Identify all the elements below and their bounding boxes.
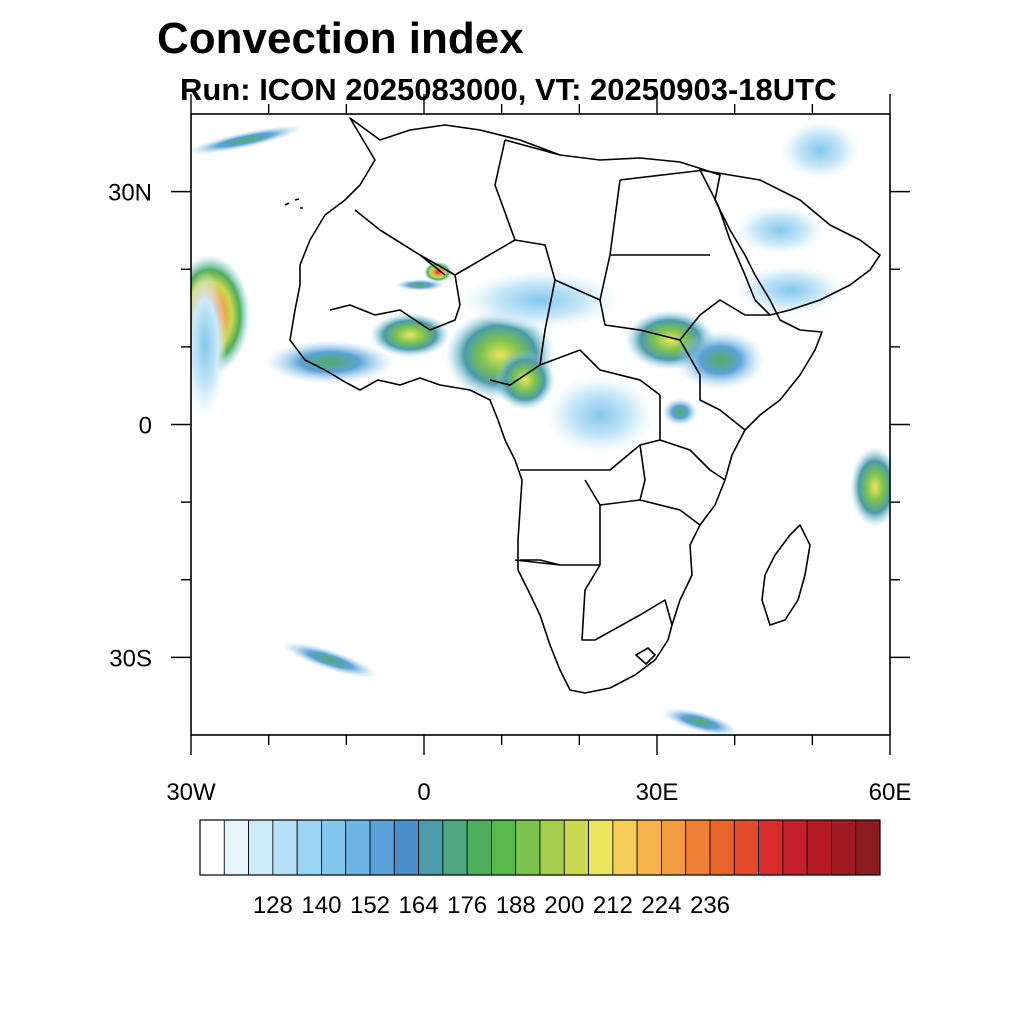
y-tick-label: 0 — [139, 413, 152, 440]
colorbar-swatch — [515, 819, 541, 876]
colorbar-swatch — [248, 819, 274, 876]
colorbar-swatch — [709, 819, 735, 876]
congo-scatter — [545, 375, 655, 455]
guinea-band — [370, 313, 450, 357]
colorbar-swatch — [466, 819, 492, 876]
y-tick-label: 30S — [109, 645, 152, 672]
cameroon-core — [495, 350, 555, 410]
x-tick-label: 60E — [869, 779, 912, 806]
southern-ocean-band — [661, 707, 739, 735]
colorbar-swatch — [758, 819, 784, 876]
west-africa-band — [265, 340, 395, 384]
colorbar-swatch — [418, 819, 444, 876]
africa-coastline — [289, 117, 823, 694]
colorbar-swatch — [199, 819, 225, 876]
sahara-hotspot — [424, 262, 452, 282]
colorbar-swatch — [733, 819, 759, 876]
colorbar-swatch — [855, 819, 881, 876]
madagascar-east-cell — [850, 447, 890, 527]
madagascar-coastline — [761, 524, 811, 626]
x-tick-label: 30E — [636, 779, 679, 806]
colorbar-tick-label: 152 — [350, 892, 390, 919]
colorbar-swatch — [369, 819, 395, 876]
arabia-coastline — [699, 169, 881, 316]
colorbar-swatch — [782, 819, 808, 876]
colorbar-frame — [199, 819, 881, 876]
colorbar-swatch — [636, 819, 662, 876]
colorbar-tick-label: 188 — [496, 892, 536, 919]
x-tick-label: 0 — [417, 779, 430, 806]
sahara-streak — [395, 279, 445, 291]
colorbar-swatch — [588, 819, 614, 876]
colorbar-swatch — [223, 819, 249, 876]
arabia-band — [735, 265, 845, 315]
south-atlantic-band — [282, 641, 378, 679]
y-tick-label: 30N — [108, 180, 152, 207]
y-axis: 30N 0 30S — [108, 180, 910, 672]
chart-subtitle: Run: ICON 2025083000, VT: 20250903-18UTC — [180, 72, 837, 107]
lake-victoria-cell — [662, 398, 698, 426]
colorbar-tick-label: 164 — [399, 892, 439, 919]
colorbar-swatch — [661, 819, 687, 876]
north-corner — [780, 120, 860, 180]
colorbar-swatch — [296, 819, 322, 876]
atlantic-streak — [191, 125, 304, 155]
colorbar-tick-label: 140 — [301, 892, 341, 919]
arabia-north — [735, 205, 825, 255]
colorbar-tick-label: 212 — [593, 892, 633, 919]
chart-title: Convection index — [157, 14, 524, 63]
colorbar-swatch — [442, 819, 468, 876]
convection-shading — [191, 120, 890, 735]
x-axis: 30W 0 30E 60E — [166, 94, 911, 806]
coastlines-borders — [284, 117, 881, 694]
border-lines — [329, 139, 770, 641]
ethiopia-band — [675, 330, 765, 390]
colorbar-swatch — [539, 819, 565, 876]
colorbar-tick-label: 224 — [641, 892, 681, 919]
colorbar-tick-label: 176 — [447, 892, 487, 919]
colorbar-swatch — [272, 819, 298, 876]
colorbar-swatch — [612, 819, 638, 876]
colorbar-swatch — [491, 819, 517, 876]
colorbar-tick-label: 128 — [253, 892, 293, 919]
colorbar-swatch — [321, 819, 347, 876]
canary-islands — [284, 198, 303, 209]
chad-band — [460, 270, 620, 330]
colorbar-swatch — [831, 819, 857, 876]
cyclone-outer-band — [191, 270, 227, 420]
colorbar: 128 140 152 164 176 188 200 212 224 236 — [199, 819, 881, 919]
colorbar-swatch — [563, 819, 589, 876]
colorbar-swatch — [345, 819, 371, 876]
colorbar-swatch — [393, 819, 419, 876]
colorbar-swatch — [685, 819, 711, 876]
lesotho-border — [635, 647, 656, 665]
colorbar-tick-label: 236 — [690, 892, 730, 919]
colorbar-swatch — [806, 819, 832, 876]
x-tick-label: 30W — [166, 779, 216, 806]
colorbar-tick-label: 200 — [544, 892, 584, 919]
